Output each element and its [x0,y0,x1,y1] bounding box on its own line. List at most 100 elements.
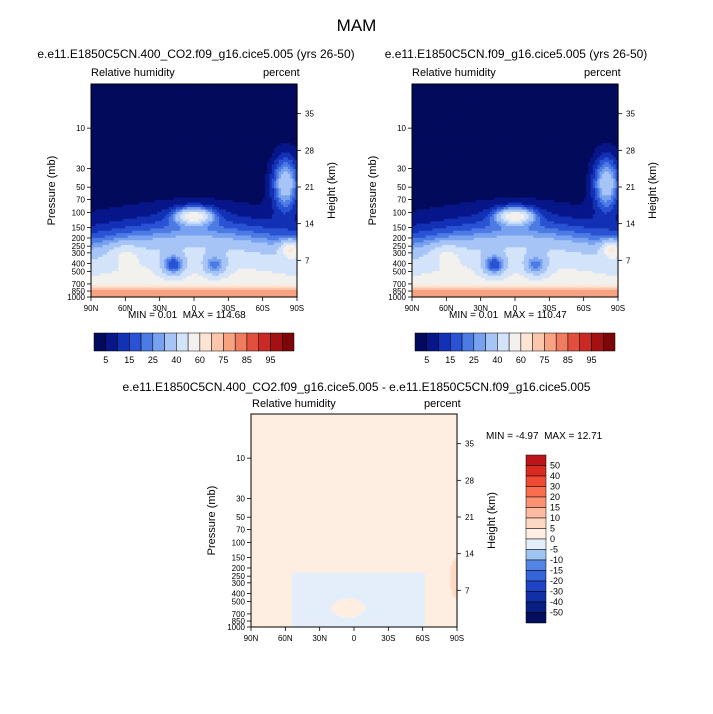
contour-cell [120,124,124,128]
contour-cell [129,159,133,163]
contour-cell [111,152,115,156]
contour-cell [134,140,138,144]
contour-cell [148,256,152,260]
contour-cell [111,173,115,177]
contour-cell [134,183,138,187]
contour-cell [155,145,158,149]
contour-cell [93,214,97,218]
contour-cell [132,209,136,213]
contour-cell [116,152,120,156]
contour-cell [118,292,122,296]
contour-cell [134,266,138,270]
contour-cell [129,252,133,255]
contour-cell [155,235,158,239]
contour-cell [145,171,149,175]
contour-cell [129,202,133,206]
contour-cell [100,121,104,125]
contour-cell [100,185,104,189]
contour-cell [118,235,122,239]
contour-cell [104,242,108,246]
contour-cell [129,275,133,279]
contour-cell [93,192,97,196]
contour-cell [150,150,154,154]
contour-cell [104,121,108,125]
contour-cell [91,289,94,293]
contour-cell [95,252,99,255]
contour-cell [123,119,126,123]
contour-cell [129,114,133,118]
contour-cell [125,171,129,175]
contour-cell [102,98,106,102]
contour-cell [91,155,94,158]
contour-cell [150,93,154,97]
contour-cell [141,126,145,130]
contour-cell [97,98,101,102]
contour-cell [116,143,120,147]
contour-cell [129,164,133,168]
contour-cell [139,159,142,163]
contour-cell [139,183,142,187]
contour-cell [100,278,104,282]
contour-cell [143,145,147,149]
panel-2-left-subtitle: Relative humidity [412,67,496,79]
contour-cell [118,197,122,201]
contour-cell [150,294,154,298]
contour-cell [118,221,122,225]
contour-cell [141,169,145,173]
contour-cell [116,190,120,194]
contour-cell [134,211,138,215]
contour-cell [127,176,131,180]
contour-cell [97,254,101,258]
contour-cell [155,159,158,163]
contour-cell [143,230,147,234]
contour-cell [123,114,126,118]
contour-cell [152,131,156,135]
contour-cell [93,150,97,154]
contour-cell [93,273,97,277]
contour-cell [113,214,117,218]
contour-cell [107,143,110,147]
panel-2-stats: MIN = 0.01 MAX = 110.47 [449,310,567,321]
contour-cell [132,240,136,244]
contour-cell [91,183,94,187]
contour-cell [95,294,99,298]
contour-cell [143,159,147,163]
contour-cell [97,84,101,87]
contour-cell [116,140,120,144]
contour-cell [97,140,101,144]
contour-cell [91,138,94,142]
contour-cell [107,273,110,277]
contour-cell [155,176,158,180]
contour-cell [125,131,129,135]
contour-cell [136,145,140,149]
contour-cell [118,91,122,95]
contour-cell [123,275,126,279]
contour-cell [148,195,152,199]
contour-cell [104,273,108,277]
contour-cell [123,188,126,192]
contour-cell [152,223,156,227]
contour-cell [102,233,106,237]
contour-cell [104,98,108,102]
contour-cell [129,162,133,166]
contour-cell [111,252,115,255]
contour-cell [116,110,120,113]
contour-cell [150,190,154,194]
contour-cell [150,211,154,215]
contour-cell [93,256,97,260]
contour-cell [148,105,152,109]
contour-cell [150,169,154,173]
contour-cell [134,171,138,175]
contour-cell [127,162,131,166]
panel-2-right-subtitle: percent [584,67,621,79]
contour-cell [150,183,154,187]
contour-cell [136,133,140,137]
contour-cell [136,266,140,270]
contour-cell [148,155,152,158]
contour-cell [136,237,140,241]
contour-cell [150,275,154,279]
contour-cell [109,230,113,234]
contour-cell [148,88,152,92]
contour-cell [102,95,106,99]
contour-cell [141,136,145,140]
